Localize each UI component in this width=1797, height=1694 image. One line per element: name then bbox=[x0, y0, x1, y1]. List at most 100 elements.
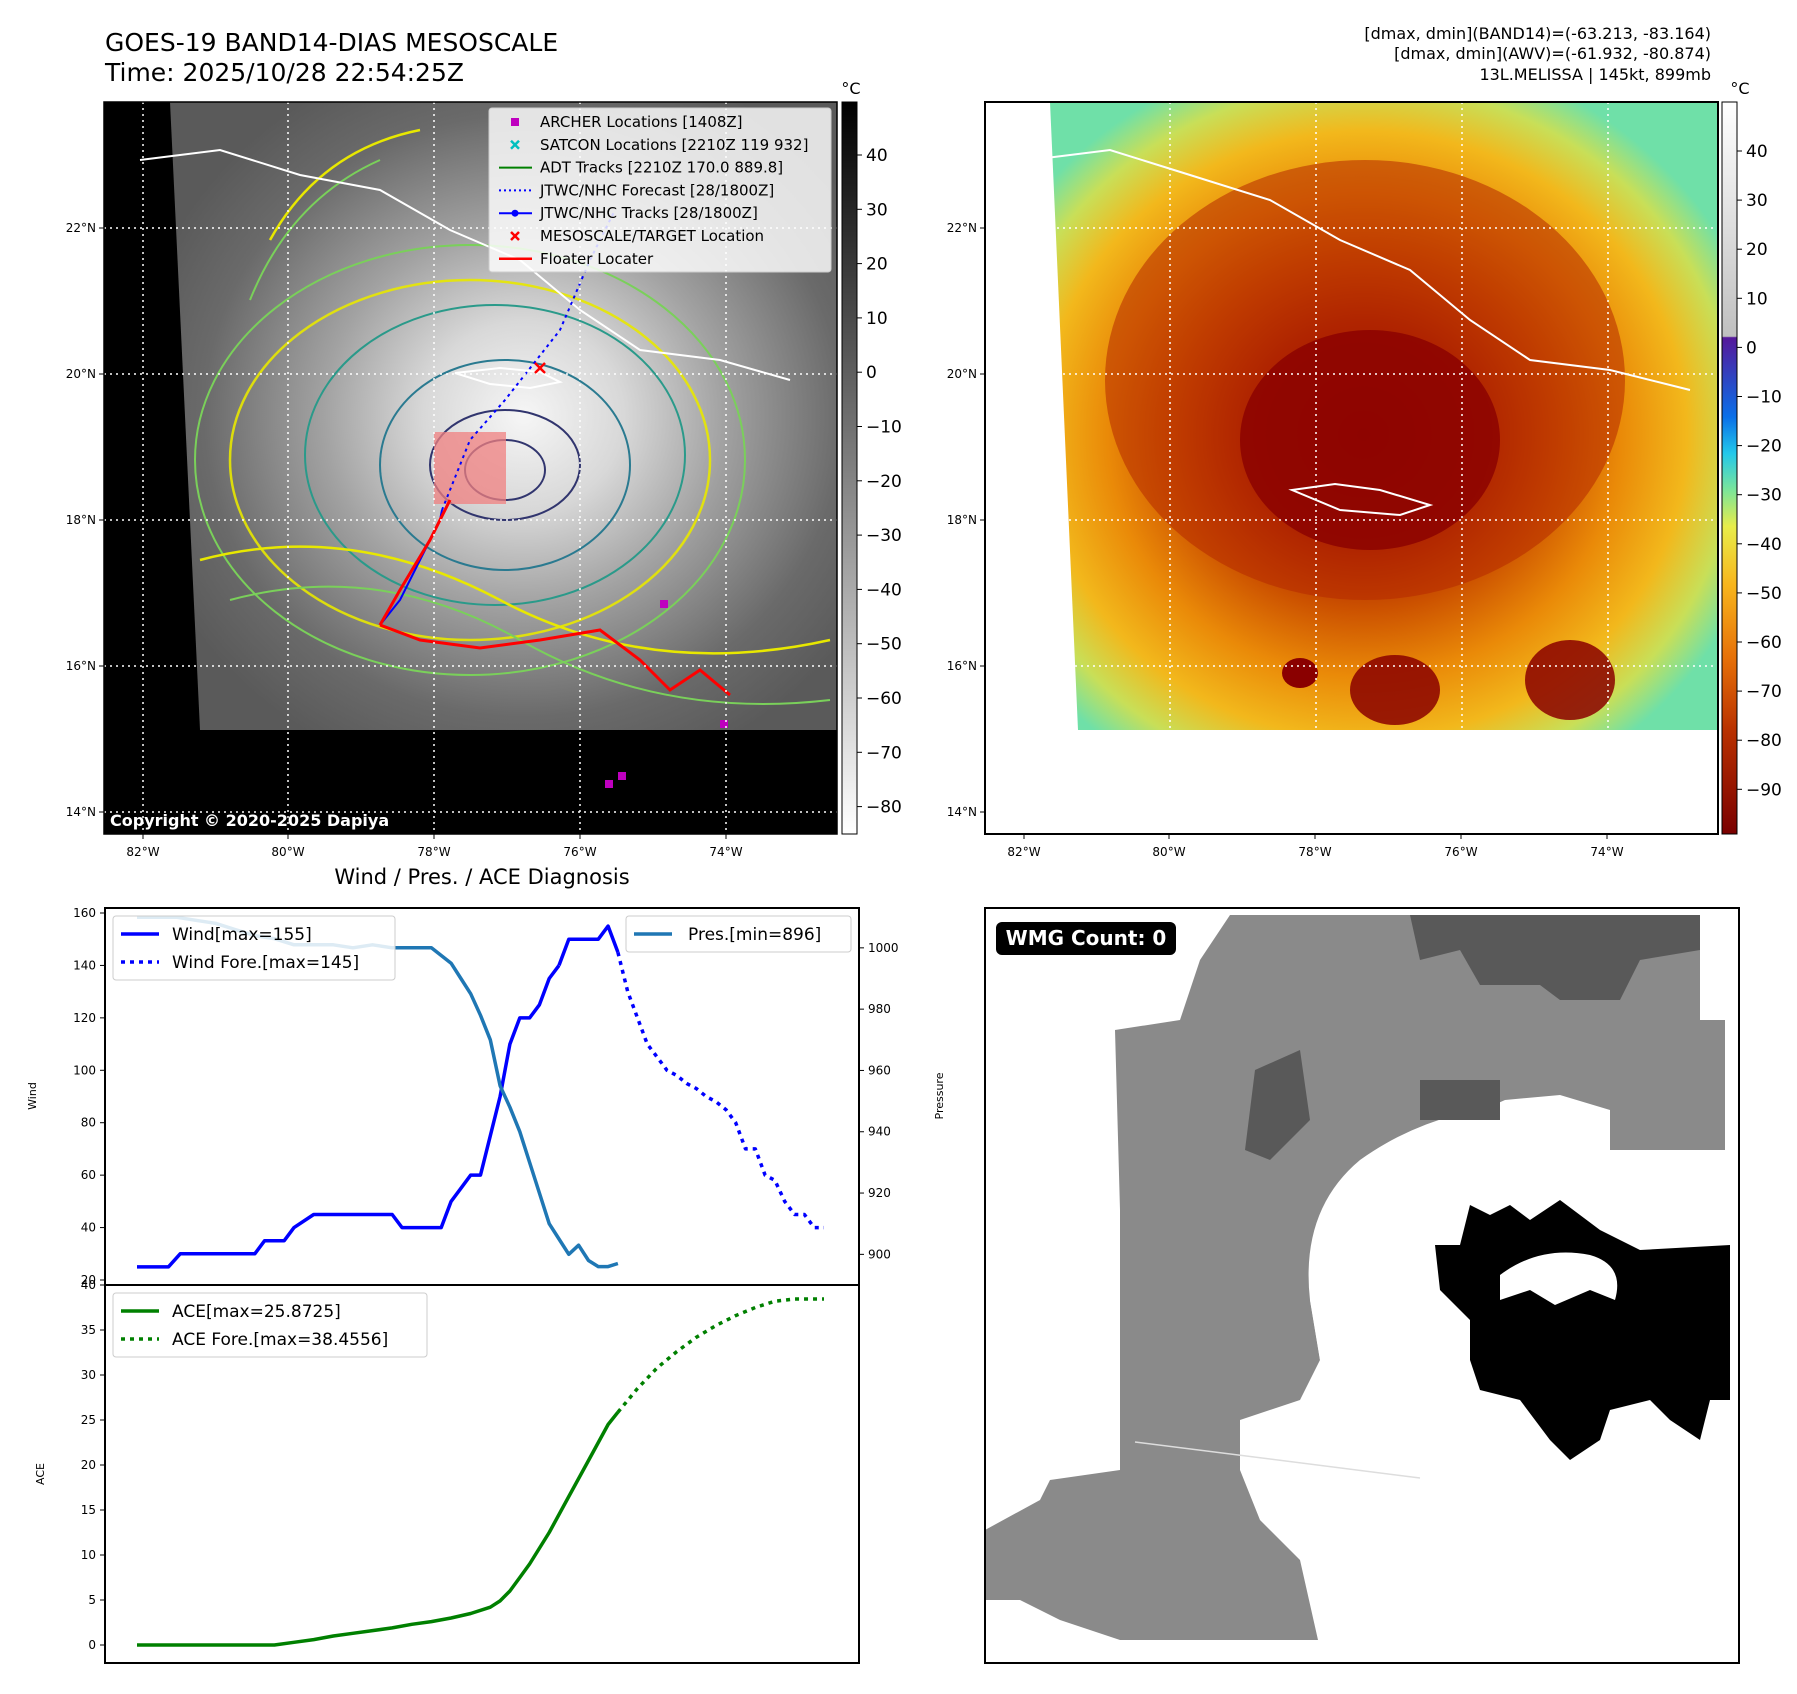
ir-legend: ARCHER Locations [1408Z] SATCON Locations… bbox=[488, 107, 832, 273]
awv-lon-label: 76°W bbox=[1444, 845, 1477, 859]
awv-image bbox=[985, 102, 1718, 834]
square-marker-icon bbox=[511, 118, 519, 126]
ir-colorbar-tick-label: −50 bbox=[866, 635, 902, 655]
awv-colorbar-tick-label: −60 bbox=[1746, 633, 1782, 653]
ace-ytick-label: 35 bbox=[81, 1323, 96, 1337]
ace-ylabel: ACE bbox=[34, 1463, 47, 1485]
ace-ytick-label: 10 bbox=[81, 1548, 96, 1562]
ir-legend-label: SATCON Locations [2210Z 119 932] bbox=[540, 136, 808, 154]
ace-ytick-label: 20 bbox=[81, 1458, 96, 1472]
ir-legend-row: ARCHER Locations [1408Z] bbox=[511, 113, 743, 131]
diagnosis-title: Wind / Pres. / ACE Diagnosis bbox=[334, 865, 629, 889]
awv-lon-label: 80°W bbox=[1152, 845, 1185, 859]
awv-colorbar-tick-label: −20 bbox=[1746, 437, 1782, 457]
wind-ytick-label: 80 bbox=[81, 1116, 96, 1130]
awv-header-line3: 13L.MELISSA | 145kt, 899mb bbox=[1479, 65, 1711, 84]
ir-colorbar: °C 40 30 20 10 0 −10 −20 −30 −40 −50 −60 −70 −80 bbox=[841, 79, 902, 835]
ir-lat-label: 14°N bbox=[66, 805, 96, 819]
awv-colorbar-tick-label: 30 bbox=[1746, 191, 1768, 211]
awv-lat-label: 22°N bbox=[947, 221, 977, 235]
awv-header-line1: [dmax, dmin](BAND14)=(-63.213, -83.164) bbox=[1364, 24, 1711, 43]
awv-colorbar-tick-label: 40 bbox=[1746, 142, 1768, 162]
wind-ytick-label: 120 bbox=[73, 1011, 96, 1025]
legend-wind-fore-label: Wind Fore.[max=145] bbox=[172, 953, 359, 973]
pressure-ytick-label: 940 bbox=[868, 1125, 891, 1139]
x-marker-icon bbox=[510, 139, 520, 150]
legend-pres-label: Pres.[min=896] bbox=[688, 925, 821, 945]
ir-legend-row: ADT Tracks [2210Z 170.0 889.8] bbox=[499, 159, 783, 177]
ace-ytick-label: 0 bbox=[88, 1638, 96, 1652]
legend-ace-label: ACE[max=25.8725] bbox=[172, 1302, 341, 1322]
copyright-text: Copyright © 2020-2025 Dapiya bbox=[110, 811, 389, 830]
x-marker-icon bbox=[510, 231, 520, 241]
wind-ytick-label: 140 bbox=[73, 958, 96, 972]
ir-legend-row: Floater Locater bbox=[499, 250, 654, 268]
awv-lat-label: 14°N bbox=[947, 805, 977, 819]
ir-title-line1: GOES-19 BAND14-DIAS MESOSCALE bbox=[105, 28, 558, 57]
pressure-legend: Pres.[min=896] bbox=[625, 915, 852, 953]
ir-legend-row: MESOSCALE/TARGET Location bbox=[510, 227, 764, 245]
pressure-ytick-label: 980 bbox=[868, 1002, 891, 1016]
awv-colorbar-tick-label: −40 bbox=[1746, 535, 1782, 555]
awv-lon-label: 78°W bbox=[1298, 845, 1331, 859]
ace-line bbox=[137, 1411, 620, 1647]
ir-lon-label: 76°W bbox=[563, 845, 596, 859]
ir-legend-label: MESOSCALE/TARGET Location bbox=[540, 227, 764, 245]
target-marker bbox=[534, 362, 546, 374]
wind-line bbox=[557, 924, 620, 967]
awv-lat-label: 16°N bbox=[947, 659, 977, 673]
awv-lat-label: 20°N bbox=[947, 367, 977, 381]
ir-colorbar-tick-label: −60 bbox=[866, 689, 902, 709]
ir-lat-label: 20°N bbox=[66, 367, 96, 381]
awv-colorbar-tick-label: 10 bbox=[1746, 289, 1768, 309]
awv-lon-label: 74°W bbox=[1590, 845, 1623, 859]
awv-colorbar-tick-label: −30 bbox=[1746, 486, 1782, 506]
ir-lon-label: 74°W bbox=[709, 845, 742, 859]
wind-line bbox=[137, 964, 561, 1269]
ir-legend-row: SATCON Locations [2210Z 119 932] bbox=[510, 136, 808, 154]
awv-colorbar: °C 40 30 20 10 0 −10 −20 −30 −40 −50 −60 −70 −80 −90 bbox=[1721, 79, 1782, 835]
ace-forecast-line bbox=[616, 1297, 824, 1414]
pressure-ylabel: Pressure bbox=[933, 1072, 946, 1119]
awv-lon-label: 82°W bbox=[1007, 845, 1040, 859]
ir-legend-label: ARCHER Locations [1408Z] bbox=[540, 113, 743, 131]
ir-lat-label: 18°N bbox=[66, 513, 96, 527]
awv-panel: [dmax, dmin](BAND14)=(-63.213, -83.164) … bbox=[947, 24, 1782, 859]
ir-lat-label: 22°N bbox=[66, 221, 96, 235]
ir-legend-row: JTWC/NHC Forecast [28/1800Z] bbox=[499, 181, 774, 199]
ir-colorbar-tick-label: −20 bbox=[866, 472, 902, 492]
awv-colorbar-tick-label: −50 bbox=[1746, 584, 1782, 604]
ace-ytick-label: 30 bbox=[81, 1368, 96, 1382]
wmg-panel: WMG Count: 0 bbox=[984, 907, 1740, 1664]
ir-colorbar-tick-label: 20 bbox=[866, 255, 888, 275]
ir-colorbar-tick-label: −30 bbox=[866, 526, 902, 546]
ir-legend-row: JTWC/NHC Tracks [28/1800Z] bbox=[499, 204, 758, 222]
ir-colorbar-tick-label: 40 bbox=[866, 146, 888, 166]
ir-colorbar-tick-label: 10 bbox=[866, 309, 888, 329]
ir-lon-label: 80°W bbox=[271, 845, 304, 859]
ir-legend-label: JTWC/NHC Forecast [28/1800Z] bbox=[539, 181, 774, 199]
awv-colorbar-tick-label: 20 bbox=[1746, 240, 1768, 260]
ir-panel: GOES-19 BAND14-DIAS MESOSCALE Time: 2025… bbox=[66, 28, 902, 859]
pressure-ytick-label: 900 bbox=[868, 1247, 891, 1261]
pressure-ytick-label: 920 bbox=[868, 1186, 891, 1200]
ir-legend-label: JTWC/NHC Tracks [28/1800Z] bbox=[539, 204, 758, 222]
wind-legend: Wind[max=155] Wind Fore.[max=145] bbox=[112, 915, 396, 981]
ace-ytick-label: 40 bbox=[81, 1278, 96, 1292]
ir-lat-label: 16°N bbox=[66, 659, 96, 673]
ace-ytick-label: 25 bbox=[81, 1413, 96, 1427]
awv-colorbar-tick-label: −80 bbox=[1746, 731, 1782, 751]
ir-legend-label: Floater Locater bbox=[540, 250, 654, 268]
wind-ytick-label: 100 bbox=[73, 1063, 96, 1077]
awv-colorbar-tick-label: −70 bbox=[1746, 682, 1782, 702]
wmg-image bbox=[985, 915, 1730, 1640]
wind-ytick-label: 160 bbox=[73, 906, 96, 920]
wind-ylabel: Wind bbox=[26, 1082, 39, 1110]
awv-colorbar-unit: °C bbox=[1730, 79, 1749, 98]
ace-ytick-label: 15 bbox=[81, 1503, 96, 1517]
ir-colorbar-tick-label: −40 bbox=[866, 580, 902, 600]
ir-colorbar-tick-label: −10 bbox=[866, 418, 902, 438]
ir-legend-label: ADT Tracks [2210Z 170.0 889.8] bbox=[540, 159, 783, 177]
